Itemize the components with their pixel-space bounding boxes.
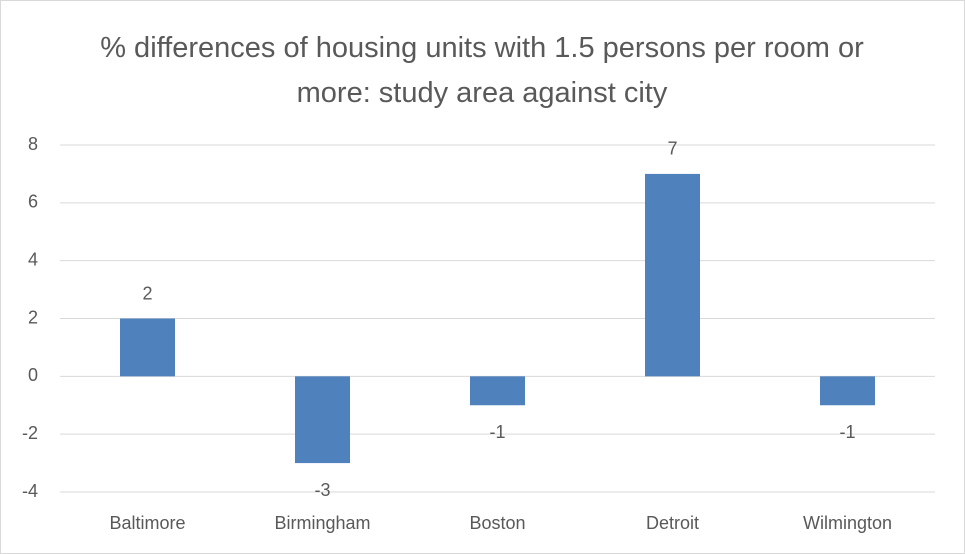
bar: [120, 318, 175, 377]
bar: [470, 376, 525, 406]
bar: [295, 376, 350, 464]
x-tick-label: Detroit: [646, 513, 699, 533]
data-label: 7: [667, 139, 677, 159]
bar: [820, 376, 875, 406]
x-tick-label: Birmingham: [274, 513, 370, 533]
y-tick-label: 8: [28, 134, 38, 154]
x-tick-label: Boston: [469, 513, 525, 533]
data-label: -1: [489, 422, 505, 442]
bar: [645, 173, 700, 377]
y-tick-label: 4: [28, 249, 38, 269]
y-tick-label: 2: [28, 307, 38, 327]
y-tick-label: 6: [28, 192, 38, 212]
data-label: -1: [839, 422, 855, 442]
data-label: 2: [142, 283, 152, 303]
chart-title: % differences of housing units with 1.5 …: [100, 32, 864, 109]
x-tick-label: Baltimore: [109, 513, 185, 533]
y-tick-label: -4: [22, 481, 38, 501]
y-tick-label: -2: [22, 423, 38, 443]
data-label: -3: [314, 480, 330, 500]
y-tick-label: 0: [28, 365, 38, 385]
x-tick-label: Wilmington: [803, 513, 892, 533]
